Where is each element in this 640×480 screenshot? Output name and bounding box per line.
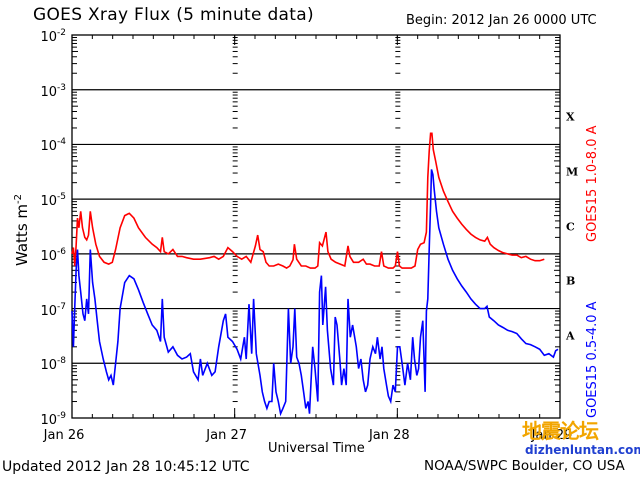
chart-title: GOES Xray Flux (5 minute data) xyxy=(33,5,314,25)
y-tick-label: 10-2 xyxy=(40,27,66,46)
watermark-chinese: 地震论坛 xyxy=(522,419,599,443)
x-tick-label: Jan 29 xyxy=(531,428,573,443)
plot-frame xyxy=(71,34,561,419)
y-tick-label: 10-3 xyxy=(40,82,66,100)
flare-class-m: M xyxy=(566,165,579,179)
y-tick-label: 10-8 xyxy=(40,356,66,374)
y-tick-label: 10-9 xyxy=(40,410,66,429)
begin-time-label: Begin: 2012 Jan 26 0000 UTC xyxy=(406,13,597,28)
flare-class-c: C xyxy=(566,220,575,233)
series-short-channel xyxy=(71,169,559,417)
x-tick-label: Jan 27 xyxy=(206,428,248,443)
x-axis-label: Universal Time xyxy=(268,441,365,456)
y-tick-label: 10-5 xyxy=(40,191,66,210)
flare-class-b: B xyxy=(566,274,576,288)
y-tick-label: 10-4 xyxy=(40,137,66,155)
credit-label: NOAA/SWPC Boulder, CO USA xyxy=(424,458,625,474)
flare-class-x: X xyxy=(566,110,575,124)
series-long-channel xyxy=(71,132,545,270)
watermark-url: dizhenluntan.com xyxy=(525,443,640,457)
flare-class-a: A xyxy=(566,329,575,343)
x-tick-label: Jan 28 xyxy=(368,428,410,443)
updated-timestamp: Updated 2012 Jan 28 10:45:12 UTC xyxy=(2,459,250,475)
y-tick-label: 10-7 xyxy=(40,301,66,319)
x-tick-label: Jan 26 xyxy=(43,428,85,443)
y-tick-label: 10-6 xyxy=(40,246,66,265)
